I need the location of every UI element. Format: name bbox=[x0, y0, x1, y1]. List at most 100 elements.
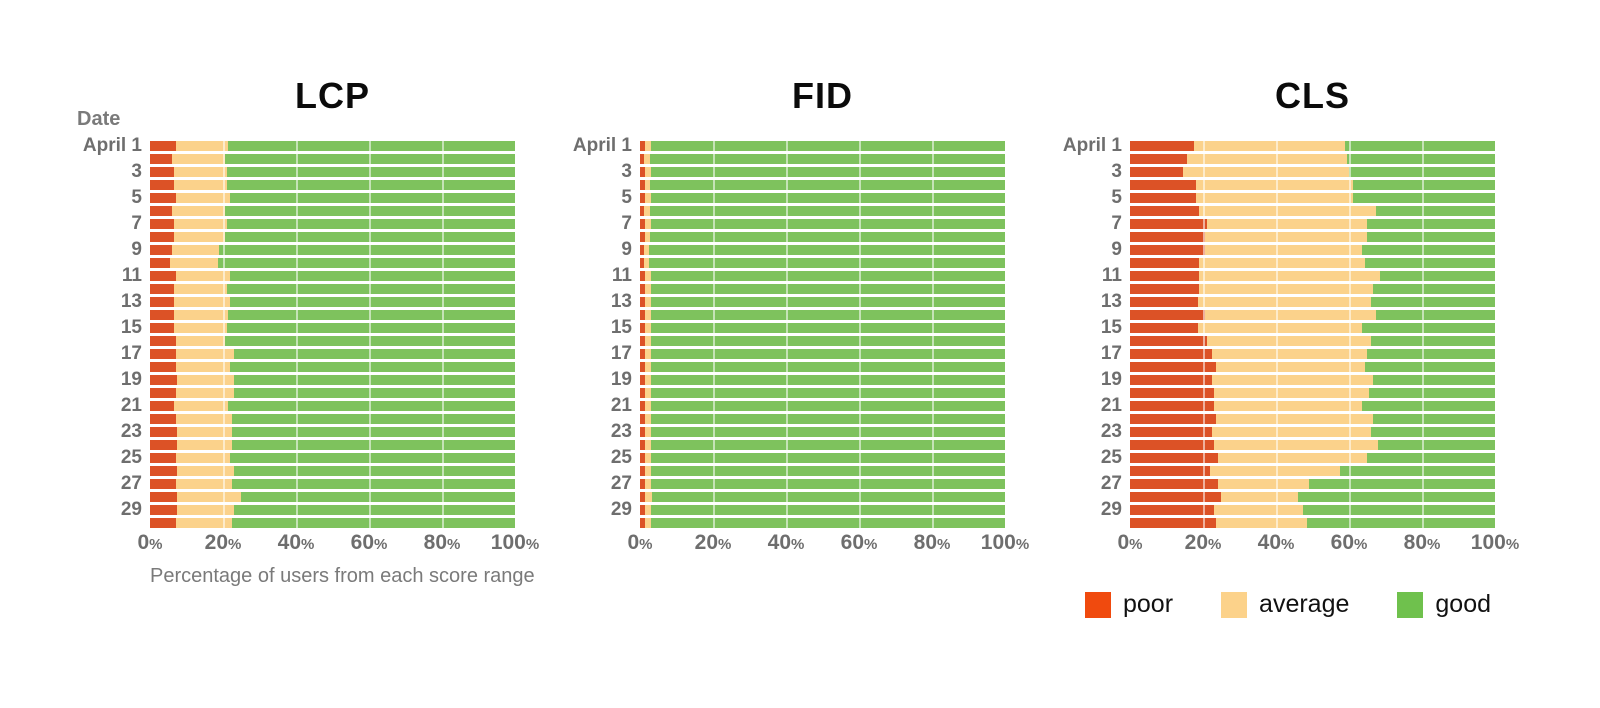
bar-segment-average bbox=[644, 180, 651, 190]
bar-segment-good bbox=[1365, 258, 1495, 268]
bar-row bbox=[150, 453, 515, 466]
stacked-bar bbox=[1130, 193, 1495, 203]
bar-segment-poor bbox=[150, 193, 176, 203]
bar-segment-good bbox=[1352, 180, 1495, 190]
bar-segment-good bbox=[650, 401, 1005, 411]
bar-segment-good bbox=[1365, 362, 1495, 372]
bar-segment-average bbox=[173, 180, 227, 190]
bar-segment-poor bbox=[1130, 401, 1214, 411]
bar-segment-average bbox=[1213, 401, 1362, 411]
stacked-bar bbox=[150, 518, 515, 528]
stacked-bar bbox=[640, 401, 1005, 411]
bar-segment-average bbox=[177, 375, 234, 385]
bar-segment-average bbox=[644, 479, 651, 489]
stacked-bar bbox=[1130, 154, 1495, 164]
y-tick-label: 7 bbox=[1111, 213, 1122, 234]
stacked-bar bbox=[1130, 388, 1495, 398]
bar-segment-good bbox=[1361, 323, 1495, 333]
bar-segment-poor bbox=[1130, 297, 1198, 307]
bar-row bbox=[1130, 258, 1495, 271]
bar-segment-good bbox=[650, 323, 1005, 333]
bar-row bbox=[640, 453, 1005, 466]
stacked-bar bbox=[150, 505, 515, 515]
bar-segment-average bbox=[644, 245, 650, 255]
stacked-bar bbox=[150, 440, 515, 450]
bar-segment-poor bbox=[1130, 193, 1196, 203]
stacked-bar bbox=[150, 297, 515, 307]
bar-segment-poor bbox=[1130, 479, 1218, 489]
stacked-bar bbox=[640, 427, 1005, 437]
bar-segment-poor bbox=[1130, 362, 1216, 372]
y-tick-label: 19 bbox=[120, 369, 142, 390]
bar-segment-poor bbox=[150, 349, 176, 359]
bar-segment-good bbox=[650, 297, 1005, 307]
legend-label: good bbox=[1435, 590, 1492, 618]
y-tick-label: 21 bbox=[1100, 395, 1122, 416]
bar-segment-average bbox=[1199, 206, 1377, 216]
bar-segment-poor bbox=[150, 375, 178, 385]
bar-row bbox=[150, 193, 515, 206]
stacked-bar bbox=[1130, 141, 1495, 151]
stacked-bar bbox=[1130, 180, 1495, 190]
bar-segment-poor bbox=[640, 414, 645, 424]
bar-row bbox=[150, 388, 515, 401]
y-axis-header: Date bbox=[77, 108, 121, 130]
x-tick-label: 40% bbox=[767, 531, 805, 554]
bar-segment-average bbox=[644, 232, 651, 242]
bar-segment-good bbox=[1367, 232, 1495, 242]
bar-segment-good bbox=[230, 362, 515, 372]
bar-segment-good bbox=[650, 414, 1005, 424]
bar-segment-poor bbox=[150, 401, 174, 411]
bar-row bbox=[1130, 479, 1495, 492]
y-tick-label: 21 bbox=[120, 395, 142, 416]
bar-segment-good bbox=[241, 492, 515, 502]
bar-row bbox=[1130, 453, 1495, 466]
bar-row bbox=[1130, 206, 1495, 219]
bar-segment-poor bbox=[1130, 180, 1196, 190]
bar-row bbox=[1130, 414, 1495, 427]
bar-row bbox=[1130, 401, 1495, 414]
y-tick-label: 13 bbox=[120, 291, 142, 312]
stacked-bar bbox=[150, 388, 515, 398]
bar-segment-good bbox=[651, 505, 1005, 515]
bar-segment-good bbox=[651, 375, 1005, 385]
bar-row bbox=[640, 180, 1005, 193]
bar-segment-good bbox=[226, 180, 515, 190]
stacked-bar bbox=[640, 193, 1005, 203]
bar-segment-average bbox=[173, 232, 225, 242]
bar-segment-average bbox=[1212, 427, 1371, 437]
stacked-bar bbox=[1130, 505, 1495, 515]
stacked-bar bbox=[1130, 349, 1495, 359]
bar-row bbox=[1130, 245, 1495, 258]
bar-row bbox=[1130, 505, 1495, 518]
bar-segment-poor bbox=[150, 518, 176, 528]
bar-segment-poor bbox=[640, 258, 645, 268]
x-tick-label: 40% bbox=[277, 531, 315, 554]
bar-row bbox=[640, 258, 1005, 271]
legend-swatch-poor bbox=[1085, 591, 1111, 618]
bar-segment-average bbox=[644, 349, 651, 359]
bar-segment-average bbox=[644, 401, 651, 411]
bar-segment-good bbox=[224, 336, 515, 346]
y-tick-label: 27 bbox=[1100, 473, 1122, 494]
bar-segment-poor bbox=[640, 349, 645, 359]
bar-row bbox=[640, 310, 1005, 323]
bar-segment-average bbox=[1193, 141, 1346, 151]
bar-segment-good bbox=[649, 206, 1005, 216]
bar-segment-average bbox=[644, 362, 651, 372]
bar-row bbox=[150, 232, 515, 245]
bar-segment-average bbox=[175, 453, 231, 463]
bar-segment-good bbox=[650, 167, 1005, 177]
y-tick-label: 9 bbox=[621, 239, 632, 260]
bar-row bbox=[150, 466, 515, 479]
x-tick-label: 80% bbox=[423, 531, 461, 554]
bar-segment-good bbox=[228, 401, 515, 411]
bar-segment-poor bbox=[640, 219, 645, 229]
bar-segment-good bbox=[650, 479, 1005, 489]
bar-segment-poor bbox=[1130, 271, 1200, 281]
x-tick-label: 40% bbox=[1257, 531, 1295, 554]
bar-segment-average bbox=[175, 518, 233, 528]
stacked-bar bbox=[150, 310, 515, 320]
bar-segment-average bbox=[1213, 388, 1370, 398]
bar-segment-poor bbox=[1130, 206, 1200, 216]
